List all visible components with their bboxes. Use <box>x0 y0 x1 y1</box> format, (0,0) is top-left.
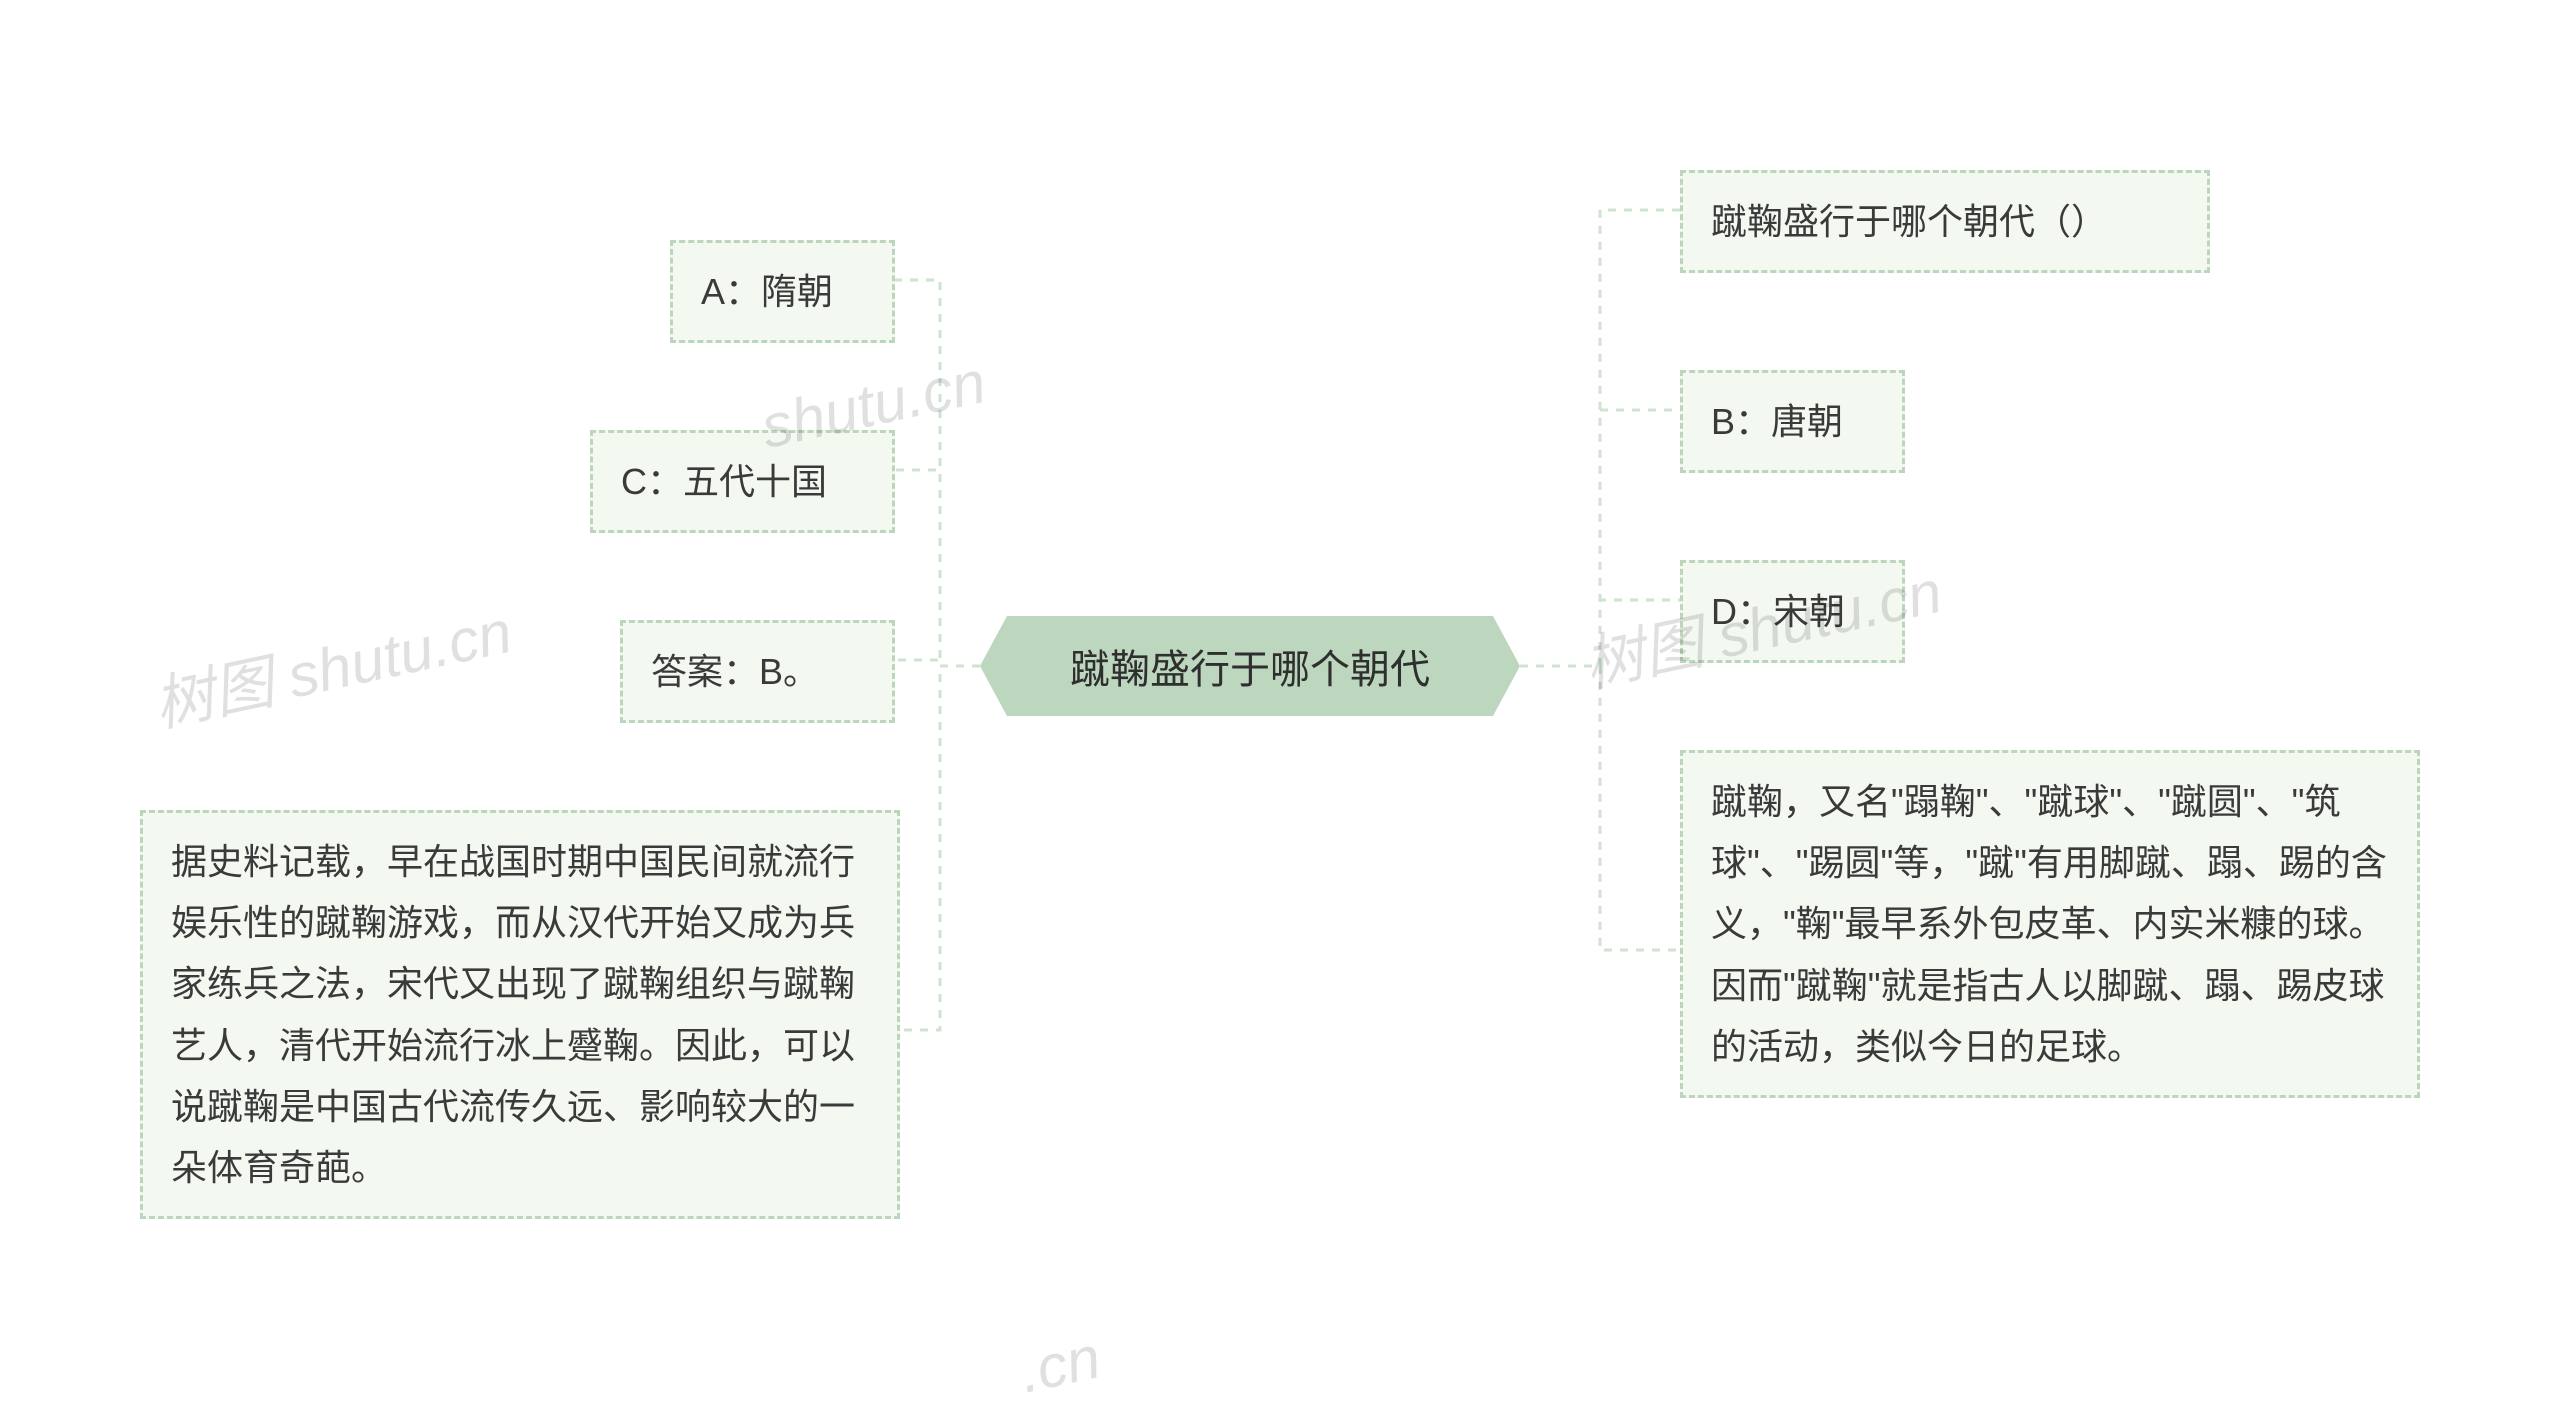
mindmap-stage: 蹴鞠盛行于哪个朝代 A：隋朝 C：五代十国 答案：B。 据史料记载，早在战国时期… <box>0 0 2560 1387</box>
answer-node: 答案：B。 <box>620 620 895 723</box>
question-node: 蹴鞠盛行于哪个朝代（） <box>1680 170 2210 273</box>
center-topic: 蹴鞠盛行于哪个朝代 <box>980 616 1520 716</box>
watermark: .cn <box>1014 1322 1107 1406</box>
option-c: C：五代十国 <box>590 430 895 533</box>
option-d: D：宋朝 <box>1680 560 1905 663</box>
option-b: B：唐朝 <box>1680 370 1905 473</box>
history-node: 据史料记载，早在战国时期中国民间就流行娱乐性的蹴鞠游戏，而从汉代开始又成为兵家练… <box>140 810 900 1219</box>
option-a: A：隋朝 <box>670 240 895 343</box>
watermark: 树图 shutu.cn <box>145 583 519 744</box>
description-node: 蹴鞠，又名"蹋鞠"、"蹴球"、"蹴圆"、"筑球"、"踢圆"等，"蹴"有用脚蹴、蹋… <box>1680 750 2420 1098</box>
